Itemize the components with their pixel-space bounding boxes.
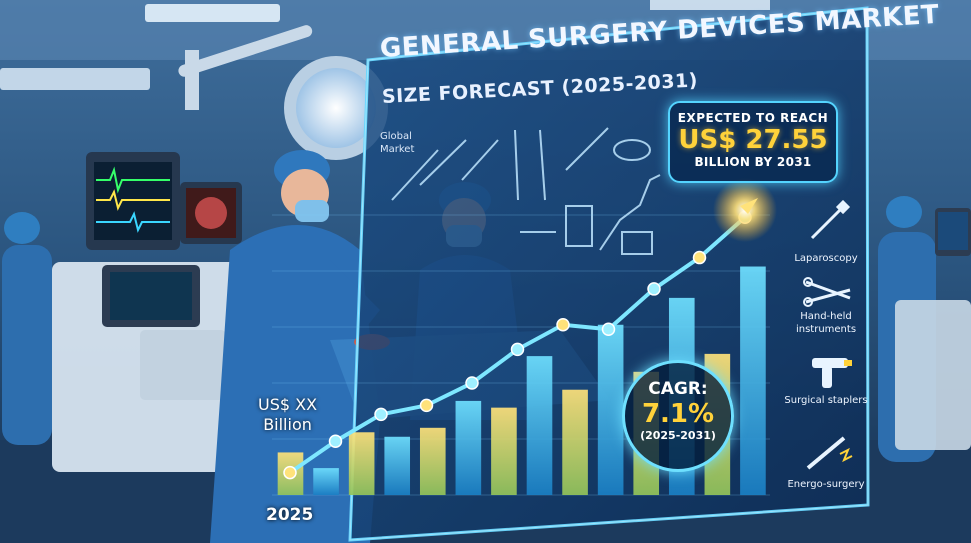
cagr-period: (2025-2031) xyxy=(640,429,716,442)
start-value-line1: US$ XX xyxy=(258,395,318,414)
laparoscope-icon xyxy=(810,200,851,240)
stapler-icon xyxy=(812,358,852,388)
bar-2026-s1 xyxy=(384,436,411,495)
segment-energo-surgery: Energo-surgery xyxy=(787,479,865,490)
trend-point-9 xyxy=(692,250,707,265)
callout-line1: EXPECTED TO REACH xyxy=(677,111,829,125)
bar-2025-s1 xyxy=(313,468,339,495)
scope-label: Global Market xyxy=(380,131,415,155)
trend-point-2 xyxy=(374,407,388,422)
trend-point-3 xyxy=(419,398,434,413)
bar-2028-s2 xyxy=(491,407,517,495)
bar-2026-s2 xyxy=(348,432,375,495)
trend-point-8 xyxy=(647,282,661,296)
trend-point-5 xyxy=(510,342,525,357)
start-value-line2: Billion xyxy=(263,415,312,434)
cagr-value: 7.1% xyxy=(641,399,715,429)
forecast-callout: EXPECTED TO REACH US$ 27.55 BILLION BY 2… xyxy=(668,101,838,183)
trend-arrow-head xyxy=(740,198,758,214)
trend-point-1 xyxy=(328,434,343,448)
trend-point-0 xyxy=(283,465,297,480)
bar-2027-s2 xyxy=(419,427,446,495)
callout-line3: BILLION BY 2031 xyxy=(694,155,812,169)
bar-2027-s1 xyxy=(455,400,482,495)
bar-2029-s1 xyxy=(597,324,624,495)
start-year-label: 2025 xyxy=(266,505,314,525)
trend-point-4 xyxy=(465,376,479,390)
cagr-label: CAGR: xyxy=(648,379,708,399)
segment-laparoscopy: Laparoscopy xyxy=(794,253,858,264)
bar-2029-s2 xyxy=(562,389,588,495)
start-value: US$ XX Billion xyxy=(258,395,317,435)
bar-2028-s1 xyxy=(526,356,553,495)
cagr-badge: CAGR: 7.1% (2025-2031) xyxy=(622,360,734,472)
forceps-icon xyxy=(803,277,851,307)
bar-2031-s1 xyxy=(740,266,766,495)
chart-trend-line xyxy=(283,210,752,480)
segment-surgical-staplers: Surgical staplers xyxy=(784,395,868,406)
trend-point-7 xyxy=(601,322,616,336)
callout-value: US$ 27.55 xyxy=(678,125,828,155)
trend-point-6 xyxy=(556,318,570,332)
energy-device-icon xyxy=(806,436,853,470)
segment-hand-held-instruments: Hand-held instruments xyxy=(795,311,857,335)
